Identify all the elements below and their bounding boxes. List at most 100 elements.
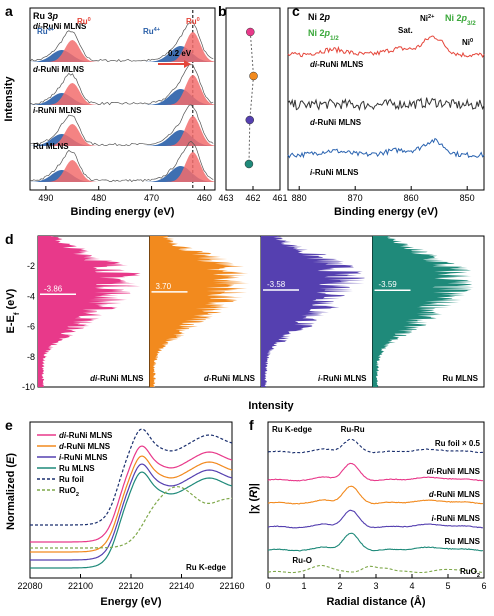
panel-f-series-label: di-RuNi MLNS [427, 467, 481, 476]
panel-f-series-label-part: Ru foil × 0.5 [435, 439, 481, 448]
panel-c-xtick-label: 850 [460, 193, 475, 203]
panel-e-legend-label: d-RuNi MLNS [59, 442, 111, 451]
panel-c-title-part: Ni 2 [308, 12, 325, 22]
panel-a-ru0-shade [30, 152, 215, 182]
panel-a-frame [29, 7, 216, 191]
panel-a-sample-label: di-RuNi MLNS [33, 22, 87, 31]
panel-c-ni12-label: Ni 2p1/2 [308, 28, 339, 42]
panel-c-sample-label-part: i [310, 168, 313, 177]
panel-a-sample-label-part: d [33, 65, 39, 74]
panel-c-spectrum [287, 97, 485, 112]
panel-c-ni32-label-part: 3/2 [467, 20, 476, 27]
panel-a-xtick-label: 490 [38, 193, 53, 203]
panel-f-xtick-label: 0 [265, 581, 270, 591]
panel-c-sample-label-part: -RuNi MLNS [312, 168, 359, 177]
panel-d-series-label-part: Ru MLNS [442, 374, 478, 383]
panel-c-ni0-label-part: 0 [470, 38, 473, 44]
panel-d-series-label-part: d [204, 374, 210, 383]
panel-f-label: f [249, 417, 254, 433]
panel-c-sat-label: Sat. [398, 26, 413, 35]
panel-a-shift-label: 0.2 eV [168, 49, 192, 58]
panel-d-series-label: Ru MLNS [442, 374, 478, 383]
panel-d-series-label-part: -RuNi MLNS [209, 374, 256, 383]
panel-c-sample-label-part: di [310, 60, 318, 69]
panel-a-ru0-shade [30, 75, 215, 105]
panel-a-title-part: p [52, 11, 59, 21]
panel-a-peak-label-part: 0 [88, 17, 91, 23]
panel-a-title-part: Ru 3 [33, 11, 53, 21]
panel-d-series-label: i-RuNi MLNS [318, 374, 367, 383]
panel-f-series-line [267, 462, 483, 482]
panel-c-sample-label-part: -RuNi MLNS [315, 118, 362, 127]
panel-f-xtick-label: 6 [481, 581, 486, 591]
panel-a-sample-label-part: i [33, 106, 36, 115]
panel-b-point [246, 27, 255, 37]
panel-c-sample-label: i-RuNi MLNS [310, 168, 359, 177]
panel-d-series-label-part: i [318, 374, 321, 383]
panel-a-peak-label-part: Ru [186, 17, 197, 26]
panel-a-peak-label-part: 0 [197, 17, 200, 23]
panel-b-point [245, 115, 255, 125]
panel-a-ru0-shade [30, 116, 215, 146]
panel-a-peak-label: Ru4+ [143, 27, 161, 36]
panel-a-ru4-shade [30, 89, 215, 105]
panel-a-ylabel: Intensity [3, 76, 15, 122]
panel-b-xtick-label: 461 [272, 193, 287, 203]
panel-b-xtick-label: 462 [245, 193, 260, 203]
panel-a-peak-label-part: Ru [37, 27, 48, 36]
panel-e-ylabel-part: E [5, 456, 17, 464]
panel-b-point [244, 159, 254, 169]
panel-f-ru-ru-label: Ru-Ru [341, 425, 365, 434]
panel-c-xtick-label: 880 [292, 193, 307, 203]
panel-e-legend-label: Ru MLNS [59, 464, 95, 473]
panel-d-series-label: di-RuNi MLNS [90, 374, 144, 383]
panel-e-xtick-label: 22160 [219, 581, 244, 591]
panel-f-series-label: Ru foil × 0.5 [435, 439, 481, 448]
panel-f-ylabel-part: |χ ( [248, 498, 260, 514]
panel-a-sample-label-part: di [33, 22, 41, 31]
panel-a-peak-label-part: Ru [143, 27, 154, 36]
panel-a-xtick-label: 460 [197, 193, 212, 203]
panel-f-series-label-part: 2 [477, 573, 480, 579]
panel-d-ytick-label: -2 [27, 261, 35, 271]
panel-f-xlabel: Radial distance (Å) [326, 595, 425, 608]
panel-e-legend-label-part: -RuNi MLNS [61, 453, 108, 462]
panel-e-legend-label-part: 2 [76, 492, 79, 498]
panel-a-xtick-label: 480 [91, 193, 106, 203]
panel-f-series-label-part: -RuNi MLNS [434, 514, 481, 523]
panel-c-spectrum [287, 137, 485, 159]
panel-f-series-line [267, 485, 483, 505]
panel-a-spectrum [29, 20, 214, 63]
panel-a-sample-label-part: -RuNi MLNS [38, 65, 85, 74]
panel-d-dos-area [149, 236, 250, 387]
panel-f-series-line [267, 532, 484, 552]
panel-e-xtick-label: 22140 [169, 581, 194, 591]
panel-e-ylabel-part: Normalized ( [5, 464, 17, 530]
panel-e-legend-label-part: d [59, 442, 65, 451]
panel-b-label: b [218, 3, 227, 19]
panel-e-series-line [30, 445, 233, 543]
panel-f-series-label-part: di [427, 467, 435, 476]
panel-c-ni2-label: Ni2+ [420, 14, 435, 23]
panel-d-ytick-label: -6 [27, 322, 35, 332]
panel-f-series-label-part: -RuNi MLNS [434, 467, 481, 476]
panel-c-ni2-label-part: Ni [420, 14, 428, 23]
panel-a-sample-label: d-RuNi MLNS [33, 65, 85, 74]
panel-a-spectrum [29, 140, 214, 183]
panel-a-sample-label: Ru MLNS [33, 142, 69, 151]
panel-d-dos-area [261, 236, 365, 387]
panel-b-xtick-label: 463 [218, 193, 233, 203]
panel-f-series-line [267, 509, 483, 529]
panel-a-peak-label-part: 4+ [48, 27, 55, 33]
panel-f-series-label-part: d [429, 490, 435, 499]
panel-e-edge-label: Ru K-edge [186, 563, 227, 572]
panel-c-sample-label: di-RuNi MLNS [310, 60, 364, 69]
panel-a-peak-label-part: 4+ [154, 27, 161, 33]
panel-c-ni0-label-part: Ni [462, 38, 470, 47]
panel-a-ru4-shade [30, 46, 215, 62]
panel-d-series-label-part: -RuNi MLNS [320, 374, 367, 383]
panel-f-ylabel: |χ (R)| [248, 483, 260, 514]
panel-c-label: c [292, 3, 300, 19]
panel-a-spectrum [29, 104, 214, 147]
